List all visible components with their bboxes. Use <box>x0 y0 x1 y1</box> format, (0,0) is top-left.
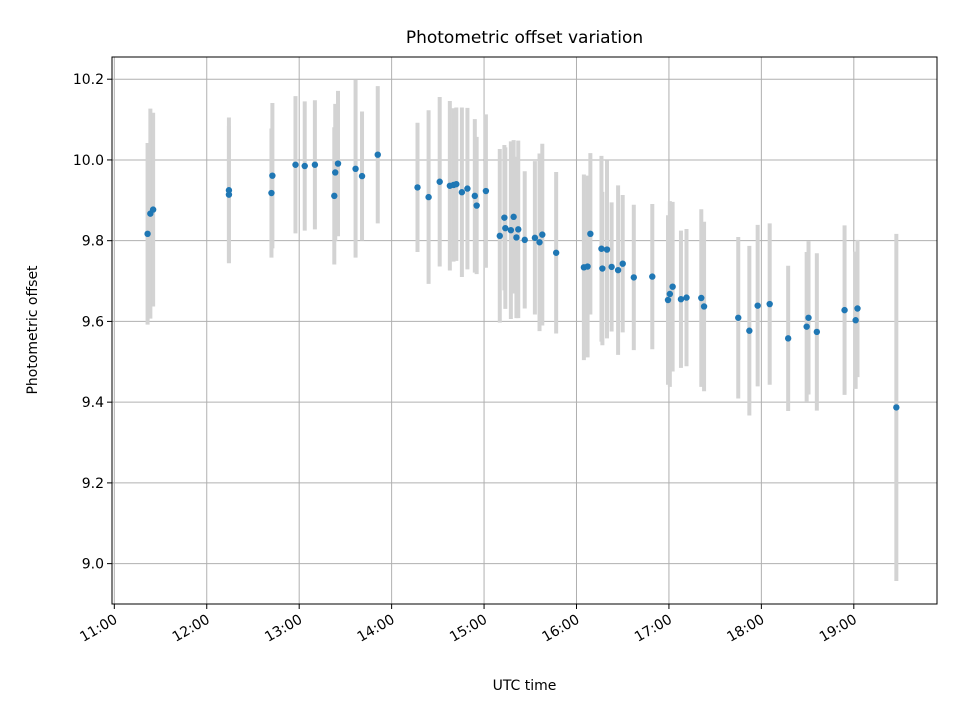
data-point <box>425 193 432 201</box>
y-tick-label: 9.8 <box>82 234 104 250</box>
y-tick-label: 10.0 <box>73 153 104 169</box>
plot-frame <box>111 56 938 605</box>
x-axis-ticks: 11:00 12:00 13:00 14:00 15:00 16:00 17:00 18:00… <box>77 604 860 646</box>
data-point <box>539 231 546 238</box>
data-point <box>677 296 685 303</box>
x-tick-label: 19:00 <box>817 612 860 646</box>
data-point <box>502 224 509 232</box>
data-point <box>352 165 359 173</box>
data-point <box>700 303 708 310</box>
data-point <box>619 260 626 267</box>
data-point <box>664 296 672 304</box>
y-tick-label: 9.2 <box>82 476 104 492</box>
data-point <box>666 290 674 298</box>
data-point <box>754 302 761 309</box>
data-point <box>598 245 605 252</box>
data-point <box>458 189 466 196</box>
x-tick-label: 12:00 <box>170 612 213 646</box>
x-tick-label: 17:00 <box>632 612 675 646</box>
data-point <box>841 306 848 314</box>
y-tick-label: 10.2 <box>73 72 104 88</box>
data-point <box>331 192 338 200</box>
data-point <box>225 187 233 194</box>
data-point <box>358 172 366 180</box>
data-point <box>513 234 520 241</box>
x-tick-label: 18:00 <box>724 612 767 646</box>
data-point <box>507 226 515 234</box>
x-tick-label: 13:00 <box>262 612 305 646</box>
y-tick-label: 9.4 <box>82 395 104 411</box>
data-point <box>536 239 543 246</box>
grid-lines <box>112 57 937 604</box>
data-point <box>334 160 342 167</box>
data-point <box>683 294 690 301</box>
data-point <box>608 263 615 271</box>
data-point <box>414 184 421 191</box>
data-point <box>311 161 319 168</box>
data-point <box>735 314 742 321</box>
error-bars <box>145 80 899 581</box>
data-point <box>453 180 460 188</box>
data-point <box>698 294 705 302</box>
data-point <box>614 266 622 274</box>
data-point <box>471 192 479 200</box>
data-point <box>374 151 381 158</box>
data-point <box>649 273 656 280</box>
data-point <box>464 185 471 192</box>
data-point <box>501 214 508 221</box>
y-tick-label: 9.0 <box>82 557 104 573</box>
data-point <box>805 314 812 321</box>
y-tick-label: 9.6 <box>82 314 104 330</box>
data-point <box>784 335 792 342</box>
data-point <box>599 265 606 272</box>
data-point <box>669 283 676 290</box>
x-tick-label: 16:00 <box>540 612 583 646</box>
data-point <box>473 202 480 209</box>
data-point <box>893 404 900 411</box>
data-point <box>301 162 308 170</box>
data-point <box>852 317 859 324</box>
data-point <box>584 263 591 270</box>
data-points <box>144 151 900 411</box>
y-axis-ticks: 9.0 9.2 9.4 9.6 9.8 10.0 10.2 <box>73 72 112 573</box>
data-point <box>292 161 299 168</box>
data-point <box>269 172 276 179</box>
data-point <box>332 169 339 176</box>
x-tick-label: 14:00 <box>355 612 398 646</box>
data-point <box>149 206 157 213</box>
data-point <box>854 305 861 312</box>
data-point <box>766 300 773 308</box>
data-point <box>630 274 638 281</box>
data-point <box>552 249 560 256</box>
x-axis-label: UTC time <box>493 678 557 694</box>
data-point <box>268 189 275 197</box>
data-point <box>531 234 539 242</box>
y-axis-label: Photometric offset <box>25 265 41 395</box>
data-point <box>813 328 821 336</box>
data-point <box>510 213 517 221</box>
data-point <box>496 232 503 240</box>
data-point <box>803 323 810 330</box>
data-point <box>515 226 522 233</box>
data-point <box>521 236 528 244</box>
data-point <box>587 230 594 238</box>
chart-title: Photometric offset variation <box>406 28 643 48</box>
data-point <box>746 327 753 334</box>
data-point <box>144 230 151 238</box>
x-tick-label: 11:00 <box>77 612 120 646</box>
x-tick-label: 15:00 <box>447 612 490 646</box>
data-point <box>603 246 611 253</box>
data-point <box>436 178 443 185</box>
data-point <box>225 191 233 198</box>
data-point <box>482 187 490 195</box>
